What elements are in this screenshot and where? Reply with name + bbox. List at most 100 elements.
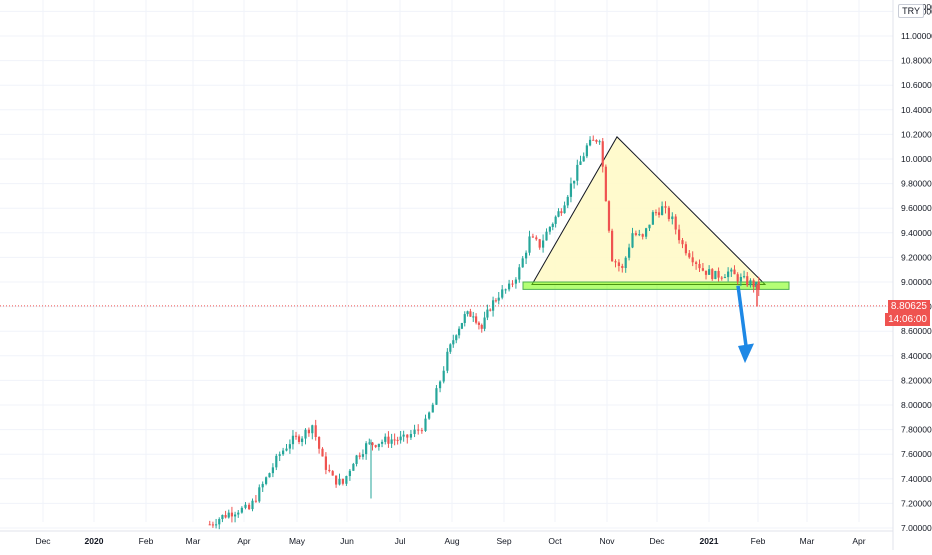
candle-body (314, 425, 317, 438)
candle-body (466, 311, 469, 315)
candle-body (521, 258, 524, 268)
candle-body (237, 512, 240, 515)
candle-body (573, 180, 576, 184)
candle-body (457, 328, 461, 336)
candle-body (278, 454, 281, 456)
candle-body (688, 253, 691, 258)
candle-body (338, 478, 341, 485)
candle-body (328, 469, 331, 472)
candle-body (661, 206, 664, 216)
candle-body (387, 436, 390, 444)
candle-body (511, 283, 514, 285)
candle-body (752, 280, 755, 287)
down-arrow-head (738, 343, 754, 364)
candle-body (701, 268, 704, 271)
candle-body (611, 230, 614, 262)
currency-badge[interactable]: TRY (898, 4, 924, 18)
candle-body (265, 477, 268, 484)
candle-body (297, 436, 301, 442)
candle-body (624, 257, 627, 269)
candle-body (335, 475, 338, 485)
candle-body (592, 139, 595, 141)
y-tick-label: 9.20000 (901, 252, 932, 262)
candle-body (607, 201, 611, 231)
candle-body (435, 388, 438, 405)
candle-body (486, 309, 489, 318)
candle-body (472, 316, 475, 318)
candle-body (755, 281, 758, 287)
candle-body (698, 263, 701, 269)
candle-body (569, 183, 573, 197)
y-axis[interactable]: 7.00000 7.20000 7.40000 7.60000 7.80000 8.000… (892, 0, 932, 550)
x-tick-label: Dec (35, 536, 51, 546)
candle-body (480, 324, 483, 329)
candle-body (684, 244, 687, 254)
x-tick-label: May (289, 536, 306, 546)
candle-body (424, 418, 427, 431)
candle-body (664, 206, 667, 208)
y-tick-label: 9.80000 (901, 179, 932, 189)
y-tick-label: 8.20000 (901, 375, 932, 385)
candle-body (641, 234, 644, 237)
candle-body (628, 247, 631, 258)
candle-body (525, 252, 528, 259)
candle-body (224, 514, 227, 518)
candle-body (654, 212, 658, 214)
annotation-layer (0, 136, 893, 364)
candle-body (463, 314, 466, 324)
candle-body (452, 340, 455, 345)
x-tick-label: Oct (548, 536, 562, 546)
candle-body (318, 437, 321, 449)
grid-layer (0, 0, 893, 529)
candle-body (377, 443, 380, 447)
candle-body (291, 435, 295, 445)
candle-body (449, 344, 452, 352)
candle-body (714, 270, 717, 280)
candle-body (301, 438, 304, 442)
candle-body (402, 434, 405, 437)
candle-body (365, 443, 368, 455)
candle-body (749, 280, 752, 286)
candle-body (497, 297, 500, 301)
candle-body (494, 300, 498, 302)
candle-body (218, 519, 221, 525)
candle-body (345, 476, 348, 484)
bar-countdown-label: 14:06:00 (885, 312, 930, 326)
candle-body (384, 436, 387, 442)
candle-body (717, 270, 720, 278)
candle-body (352, 463, 355, 471)
candle-body (691, 257, 694, 263)
candle-body (638, 234, 641, 236)
candle-body (380, 441, 384, 444)
candle-body (557, 211, 560, 217)
x-axis[interactable]: Dec 2020 Feb Mar Apr May Jun Jul Aug Sep Oct Nov Dec… (0, 530, 893, 546)
candle-body (393, 439, 396, 441)
candle-body (491, 300, 495, 311)
candle-body (474, 316, 478, 323)
candle-body (254, 500, 257, 502)
candle-body (695, 262, 698, 264)
candle-body (258, 487, 261, 502)
x-tick-label: Sep (496, 536, 511, 546)
x-tick-label: 2021 (700, 536, 719, 546)
candle-body (518, 267, 521, 280)
candle-body (341, 478, 344, 484)
y-tick-label: 7.20000 (901, 498, 932, 508)
y-tick-label: 7.60000 (901, 449, 932, 459)
candle-body (504, 289, 507, 291)
x-tick-label: Mar (800, 536, 815, 546)
candle-body (417, 429, 420, 431)
current-price-label: 8.80625 (887, 299, 930, 313)
candle-body (371, 442, 374, 446)
candle-body (321, 448, 324, 457)
candle-body (208, 524, 211, 526)
y-tick-label: 9.60000 (901, 203, 932, 213)
candle-body (227, 512, 230, 518)
candle-body (324, 456, 327, 470)
candle-body (390, 439, 393, 444)
y-tick-label: 10.00000 (901, 154, 932, 164)
candle-body (261, 483, 264, 488)
y-tick-label: 10.80000 (901, 56, 932, 66)
